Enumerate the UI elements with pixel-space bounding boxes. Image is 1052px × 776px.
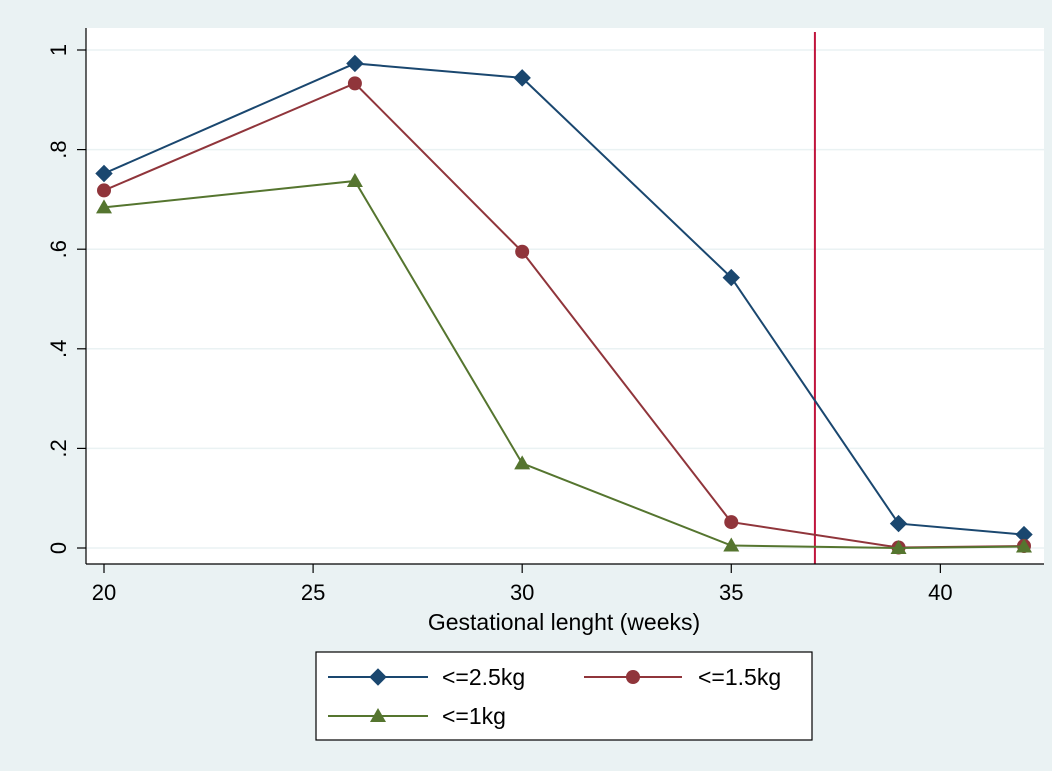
point-0-1 (346, 54, 364, 73)
series-2 (96, 172, 1032, 554)
series-group (95, 54, 1033, 555)
point-2-3 (723, 537, 740, 552)
y-tick-label-4: .8 (46, 140, 71, 158)
legend: <=2.5kg <=1.5kg <=1kg (315, 651, 813, 741)
x-tick-label-4: 40 (928, 580, 952, 605)
series-line-2 (103, 179, 1025, 550)
legend-marker-0 (369, 668, 387, 686)
x-axis-label: Gestational lenght (weeks) (428, 609, 700, 635)
point-0-0 (95, 164, 113, 183)
legend-label-2: <=1kg (442, 703, 506, 729)
legend-item-1: <=1.5kg (584, 664, 781, 690)
x-tick-label-1: 25 (301, 580, 325, 605)
point-2-4 (890, 540, 907, 554)
point-0-3 (722, 268, 740, 287)
legend-item-0: <=2.5kg (328, 664, 525, 690)
point-1-1 (347, 76, 362, 91)
point-2-5 (1016, 538, 1032, 553)
point-2-2 (514, 455, 531, 470)
series-line-0 (103, 62, 1025, 536)
x-tick-label-3: 35 (719, 580, 743, 605)
gridlines (86, 49, 1044, 549)
point-0-4 (889, 514, 908, 533)
legend-marker-1 (626, 670, 640, 684)
point-1-0 (97, 183, 111, 198)
y-tick-label-0: 0 (46, 542, 71, 554)
legend-marker-2 (370, 708, 386, 722)
legend-box (315, 651, 813, 741)
point-1-3 (724, 515, 739, 530)
y-tick-label-3: .6 (46, 240, 71, 258)
point-1-2 (515, 244, 530, 259)
series-0 (95, 54, 1033, 544)
point-2-0 (96, 199, 112, 214)
point-0-2 (513, 69, 531, 87)
legend-label-1: <=1.5kg (698, 664, 781, 690)
y-tick-label-1: .2 (46, 439, 71, 457)
legend-item-2: <=1kg (328, 703, 506, 729)
x-tick-label-0: 20 (92, 580, 116, 605)
y-tick-label-2: .4 (46, 340, 71, 358)
point-2-1 (346, 172, 363, 187)
axes: 0 .2 .4 .6 .8 1 20 25 30 35 40 (46, 28, 1044, 605)
plot-region (86, 28, 1044, 564)
x-tick-label-2: 30 (510, 580, 534, 605)
legend-label-0: <=2.5kg (442, 664, 525, 690)
y-tick-label-5: 1 (46, 44, 71, 56)
